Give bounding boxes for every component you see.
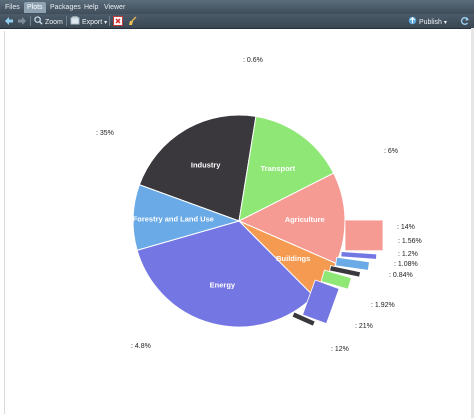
- outer-percent-label: : 21%: [355, 323, 373, 330]
- toolbar-separator: [109, 16, 110, 26]
- pie-slice-energy: [136, 220, 315, 328]
- outer-percent-label: : 1.2%: [398, 251, 418, 258]
- pie-slice-transport: [238, 115, 335, 222]
- slice-label-forestry-and-land-use: Forestry and Land Use: [133, 215, 214, 224]
- slice-label-buildings: Buildings: [276, 254, 310, 263]
- slice-label-agriculture: Agriculture: [285, 215, 325, 224]
- outer-percent-label: : 12%: [331, 346, 349, 353]
- plot-viewer: Industry Transport Agriculture Buildings Ene…: [4, 31, 472, 414]
- pane-tab-bar: Files Plots Packages Help Viewer: [0, 0, 474, 15]
- export-icon: [70, 16, 80, 25]
- export-label: Export: [81, 19, 103, 26]
- tab-files[interactable]: Files: [5, 4, 20, 11]
- bar-segment: [344, 219, 384, 252]
- bar-segment: [340, 251, 378, 260]
- toolbar-separator: [30, 16, 31, 26]
- outer-percent-label: : 35%: [96, 130, 114, 137]
- tab-plots[interactable]: Plots: [24, 2, 46, 13]
- publish-dropdown-caret: ▾: [443, 20, 447, 26]
- publish-button[interactable]: Publish ▾: [408, 16, 447, 26]
- bar-segment: [301, 279, 340, 325]
- outer-percent-label: : 14%: [397, 224, 415, 231]
- bar-segment: [335, 256, 370, 271]
- tab-viewer[interactable]: Viewer: [104, 4, 126, 11]
- forward-arrow-icon[interactable]: [17, 16, 27, 26]
- plots-toolbar: Zoom Export ▾ Publish ▾: [0, 14, 474, 29]
- slice-label-transport: Transport: [261, 164, 296, 173]
- toolbar-separator: [66, 16, 67, 26]
- bar-segment: [291, 311, 316, 327]
- outer-percent-label: : 6%: [384, 148, 398, 155]
- pie-slice-forestry-and-land-use: [132, 184, 241, 251]
- bar-segment: [329, 265, 362, 278]
- tab-help[interactable]: Help: [84, 4, 99, 11]
- pie-slice-industry: [138, 114, 257, 222]
- bar-of-pie-chart: Industry Transport Agriculture Buildings Ene…: [96, 57, 422, 353]
- remove-plot-icon[interactable]: [113, 16, 123, 26]
- zoom-icon: [34, 16, 43, 25]
- outer-percent-label: : 0.84%: [389, 272, 413, 279]
- export-dropdown-caret: ▾: [104, 20, 108, 26]
- export-button[interactable]: Export ▾: [70, 16, 107, 26]
- broom-icon[interactable]: [128, 16, 138, 26]
- outer-percent-label: : 1.08%: [394, 261, 418, 268]
- publish-label: Publish: [418, 19, 442, 26]
- zoom-label: Zoom: [44, 19, 63, 26]
- publish-icon: [408, 16, 417, 25]
- zoom-button[interactable]: Zoom: [34, 16, 63, 26]
- slice-label-industry: Industry: [191, 160, 221, 169]
- refresh-icon[interactable]: [460, 16, 470, 26]
- scrollbar[interactable]: [471, 28, 474, 418]
- outer-percent-label: : 1.92%: [371, 302, 395, 309]
- bar-segment: [320, 269, 352, 290]
- tab-packages[interactable]: Packages: [50, 4, 81, 11]
- slice-label-energy: Energy: [210, 281, 236, 290]
- back-arrow-icon[interactable]: [4, 16, 14, 26]
- outer-percent-label: : 0.6%: [243, 57, 263, 64]
- outer-percent-label: : 4.8%: [131, 343, 151, 350]
- outer-percent-label: : 1.56%: [398, 238, 422, 245]
